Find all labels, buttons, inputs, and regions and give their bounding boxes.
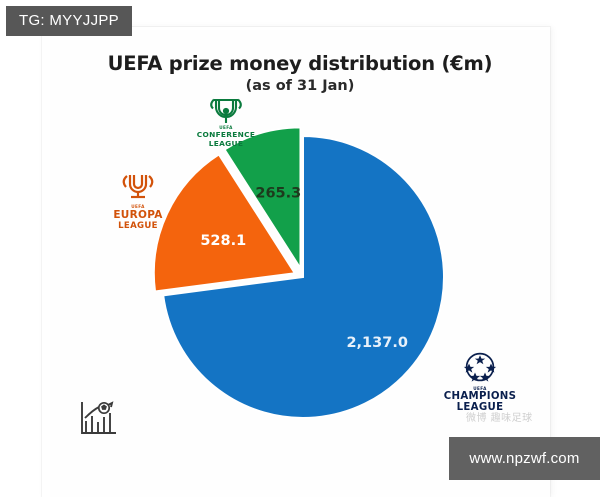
- chart-title: UEFA prize money distribution (€m): [107, 52, 493, 75]
- conference-logo-name: CONFERENCE: [196, 130, 256, 140]
- logo-europa-league: UEFA EUROPA LEAGUE: [90, 172, 186, 230]
- cn-watermark: 微博 趣味足球: [466, 413, 533, 424]
- europa-logo-sub: LEAGUE: [118, 220, 158, 231]
- champions-logo-sub: LEAGUE: [456, 402, 504, 414]
- conference-uefa-tag: UEFA: [219, 125, 233, 130]
- logo-champions-league: UEFA CHAMPIONS LEAGUE: [432, 352, 528, 414]
- logo-conference-league: UEFA CONFERENCE LEAGUE: [178, 97, 274, 147]
- conference-logo-sub: LEAGUE: [208, 138, 244, 148]
- europa-league-trophy-icon: [122, 175, 154, 199]
- chart-card-inner: [50, 30, 550, 497]
- telegram-watermark: TG: MYYJJPP: [6, 6, 132, 36]
- europa-logo-name: EUROPA: [113, 209, 163, 222]
- conference-league-trophy-icon: [210, 98, 242, 123]
- europa-uefa-tag: UEFA: [131, 204, 145, 209]
- url-watermark: www.npzwf.com: [449, 437, 600, 480]
- champions-uefa-tag: UEFA: [473, 386, 487, 391]
- chart-subtitle: (as of 31 Jan): [245, 78, 355, 94]
- champions-league-starball-icon: [463, 352, 497, 382]
- bar-chart-football-icon: [81, 401, 116, 434]
- champions-logo-name: CHAMPIONS: [443, 391, 517, 403]
- page-background: UEFA prize money distribution (€m) (as o…: [6, 6, 600, 480]
